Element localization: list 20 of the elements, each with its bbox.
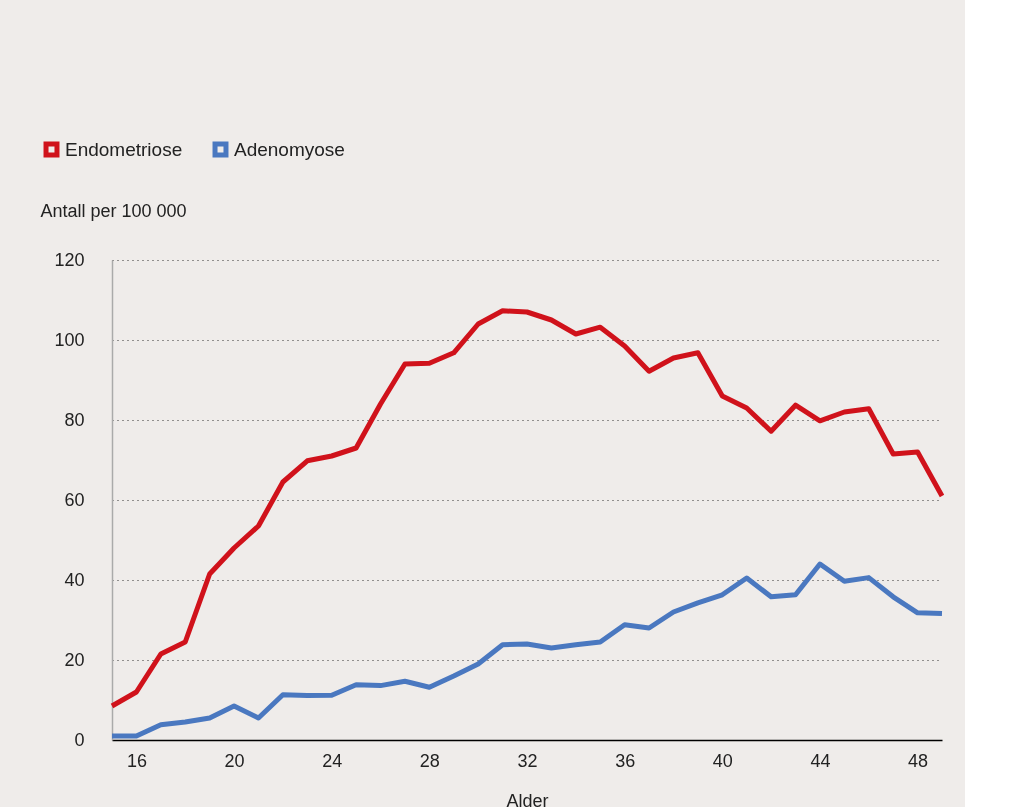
x-axis-title: Alder: [506, 790, 549, 807]
x-tick-label: 48: [908, 750, 929, 771]
y-tick-label: 20: [64, 649, 85, 670]
y-tick-label: 80: [64, 409, 85, 430]
x-tick-label: 20: [224, 750, 245, 771]
x-tick-label: 44: [810, 750, 831, 771]
legend-label: Adenomyose: [234, 138, 345, 160]
y-tick-label: 120: [54, 249, 85, 270]
y-axis-title: Antall per 100 000: [40, 200, 187, 221]
x-tick-label: 40: [712, 750, 733, 771]
x-tick-label: 28: [419, 750, 440, 771]
x-tick-label: 24: [322, 750, 343, 771]
x-tick-label: 36: [615, 750, 636, 771]
legend-label: Endometriose: [65, 138, 183, 160]
y-tick-label: 60: [64, 489, 85, 510]
y-tick-label: 0: [74, 729, 85, 750]
y-tick-label: 100: [54, 329, 85, 350]
x-tick-label: 16: [126, 750, 147, 771]
x-tick-label: 32: [517, 750, 538, 771]
y-tick-label: 40: [64, 569, 85, 590]
